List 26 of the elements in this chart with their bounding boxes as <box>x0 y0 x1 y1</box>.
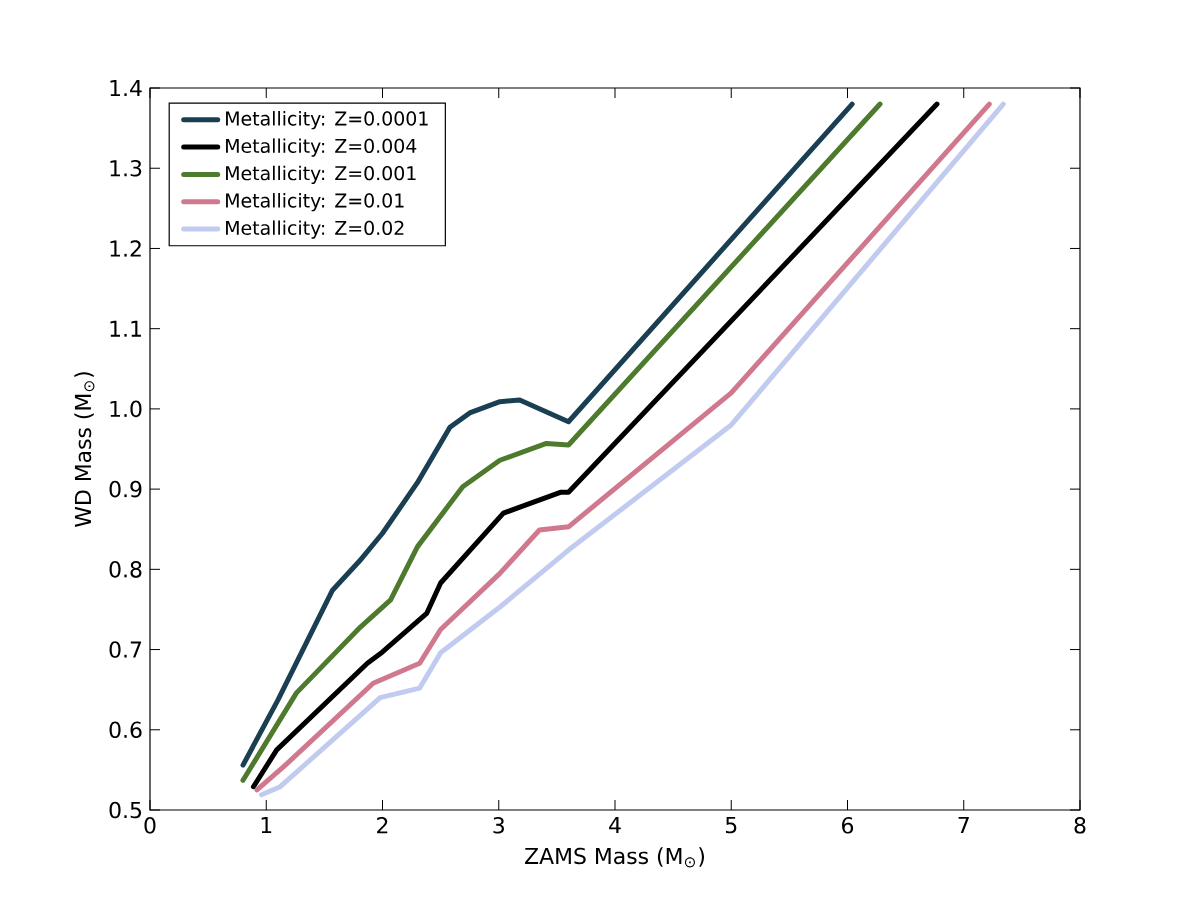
y-tick-label: 0.6 <box>109 721 142 739</box>
x-tick-label: 7 <box>958 817 969 834</box>
y-tick-label: 1.2 <box>110 240 141 257</box>
y-tick-label: 1.0 <box>110 400 142 418</box>
y-tick-label: 1.1 <box>110 320 141 337</box>
legend-label: Metallicity: Z=0.004 <box>226 138 417 157</box>
x-tick-label: 6 <box>842 817 854 834</box>
y-tick-label: 0.8 <box>109 561 142 578</box>
x-axis-title: ZAMS Mass (M$_{⊙}$) <box>525 847 705 868</box>
x-tick-label: 2 <box>377 817 388 834</box>
x-tick-label: 5 <box>725 817 737 834</box>
x-tick-label: 1 <box>261 817 272 834</box>
legend-label: Metallicity: Z=0.01 <box>226 193 404 212</box>
y-axis-title: WD Mass (M$_{⊙}$) <box>74 372 95 528</box>
x-tick-label: 4 <box>609 817 621 834</box>
x-tick-label: 0 <box>144 817 156 834</box>
y-tick-label: 0.7 <box>109 641 142 658</box>
legend-label: Metallicity: Z=0.0001 <box>226 111 428 130</box>
x-tick-label: 3 <box>493 817 504 834</box>
y-tick-label: 1.4 <box>110 80 142 96</box>
y-tick-label: 1.3 <box>110 159 142 177</box>
legend-label: Metallicity: Z=0.001 <box>226 165 416 185</box>
x-tick-label: 8 <box>1074 817 1086 834</box>
y-tick-label: 0.5 <box>109 801 142 819</box>
y-tick-label: 0.9 <box>109 480 142 498</box>
legend-label: Metallicity: Z=0.02 <box>226 220 404 239</box>
